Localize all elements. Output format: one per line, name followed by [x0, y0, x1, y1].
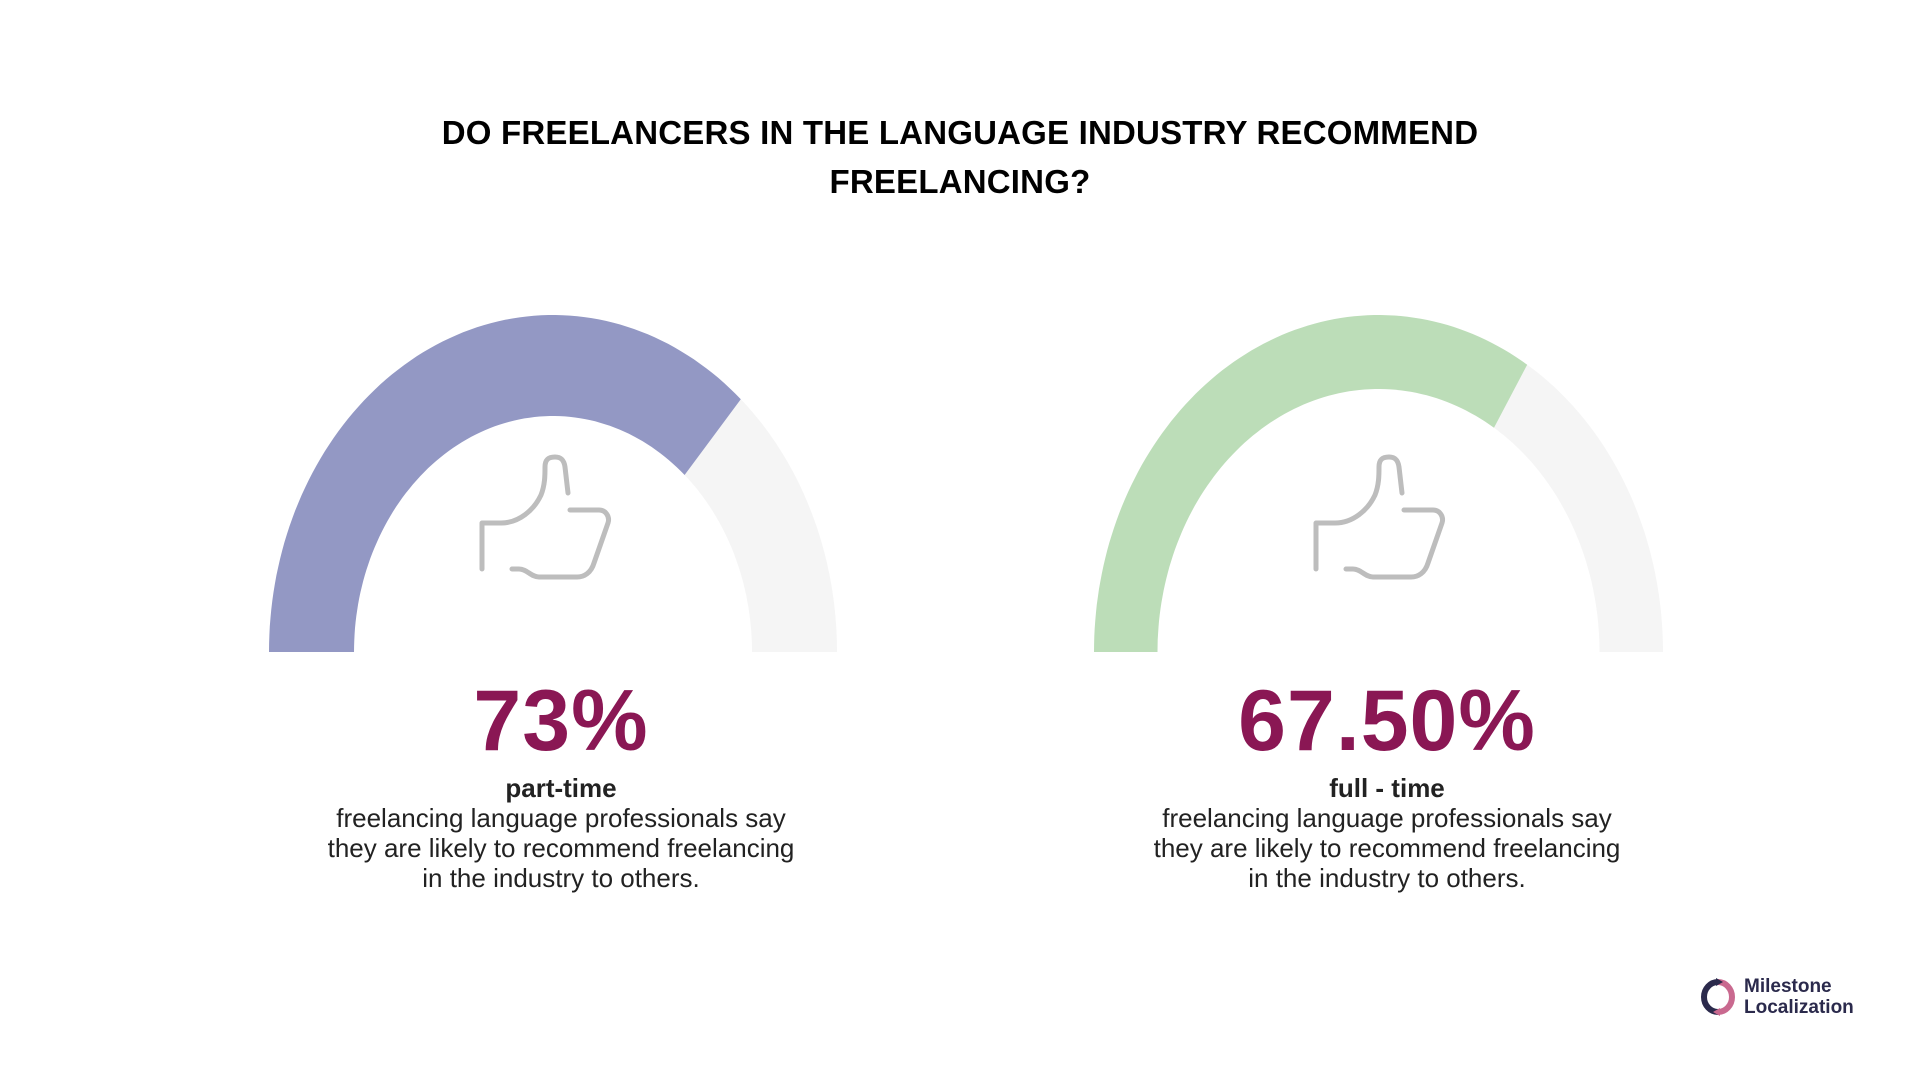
brand-name-line-2: Localization	[1744, 997, 1854, 1018]
title-line-1: DO FREELANCERS IN THE LANGUAGE INDUSTRY …	[441, 114, 1479, 151]
brand-name: Milestone Localization	[1744, 976, 1854, 1018]
brand-name-line-1: Milestone	[1744, 976, 1832, 997]
milestone-logo-icon	[1701, 978, 1735, 1016]
page-title: DO FREELANCERS IN THE LANGUAGE INDUSTRY …	[0, 108, 1920, 206]
percent-value: 73%	[473, 673, 649, 769]
gauge-part-time	[269, 315, 837, 652]
brand-logo: Milestone Localization	[1700, 975, 1854, 1019]
gauge-full-time	[1094, 315, 1663, 652]
gauge-track	[684, 399, 837, 652]
stat-full-time: 67.50% full - time freelancing language …	[1067, 676, 1707, 893]
stat-description-line: in the industry to others.	[1248, 863, 1526, 893]
thumbs-up-icon	[1313, 454, 1445, 580]
gauge-fill	[1094, 315, 1528, 652]
stat-part-time: 73% part-time freelancing language profe…	[241, 676, 881, 893]
stat-label: full - time	[1329, 773, 1445, 803]
gauge-track	[1494, 364, 1663, 652]
title-line-2: FREELANCING?	[829, 163, 1091, 200]
thumbs-up-icon	[479, 454, 611, 580]
gauge-fill	[269, 315, 741, 652]
stat-description-line: freelancing language professionals say	[336, 803, 786, 833]
percent-value: 67.50%	[1238, 673, 1536, 769]
stat-description-line: they are likely to recommend freelancing	[327, 833, 795, 863]
stat-description-line: in the industry to others.	[422, 863, 700, 893]
stat-description-line: freelancing language professionals say	[1162, 803, 1612, 833]
stat-description-line: they are likely to recommend freelancing	[1153, 833, 1621, 863]
stat-label: part-time	[505, 773, 617, 803]
